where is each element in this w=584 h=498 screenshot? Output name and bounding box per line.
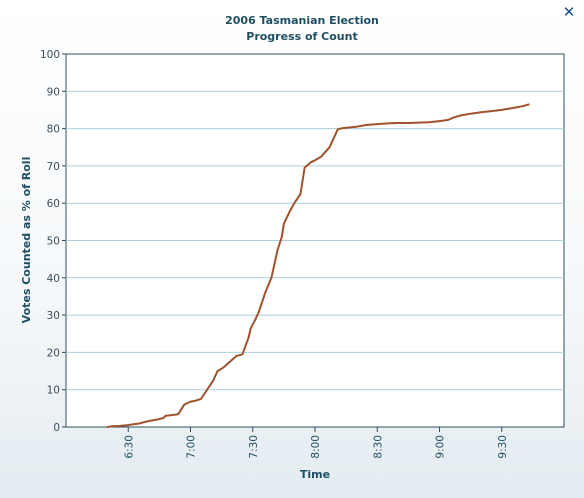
y-tick-label: 90	[47, 86, 60, 98]
chart-title: 2006 Tasmanian Election	[225, 14, 379, 27]
y-tick-label: 60	[47, 198, 60, 210]
y-tick-label: 70	[47, 161, 60, 173]
y-tick-label: 0	[53, 422, 60, 434]
x-tick-label: 6:30	[123, 435, 135, 459]
close-icon[interactable]: ✕	[562, 3, 576, 21]
chart-title-block: 2006 Tasmanian Election Progress of Coun…	[0, 13, 584, 45]
x-tick-label: 7:00	[186, 435, 198, 459]
y-tick-label: 20	[47, 347, 60, 359]
y-tick-label: 80	[47, 124, 60, 136]
y-tick-label: 50	[47, 236, 60, 248]
x-tick-label: 7:30	[248, 435, 260, 459]
y-axis-label: Votes Counted as % of Roll	[20, 157, 33, 324]
y-tick-label: 100	[40, 49, 60, 61]
x-tick-label: 8:30	[372, 435, 384, 459]
series-layer	[106, 103, 530, 428]
x-tick-label: 8:00	[310, 435, 322, 459]
x-tick-label: 9:30	[497, 435, 509, 459]
y-tick-label: 10	[47, 385, 60, 397]
x-axis-ticks: 6:30 7:00 7:30 8:00 8:30 9:00 9:30	[123, 427, 509, 459]
series-line	[106, 103, 530, 428]
y-axis-ticks: 0 10 20 30 40 50 60 70 80 90 100	[40, 49, 66, 434]
x-axis-label: Time	[300, 468, 330, 481]
y-tick-label: 30	[47, 310, 60, 322]
y-tick-label: 40	[47, 273, 60, 285]
gridlines	[66, 90, 564, 391]
chart-subtitle: Progress of Count	[246, 30, 358, 43]
x-tick-label: 9:00	[435, 435, 447, 459]
